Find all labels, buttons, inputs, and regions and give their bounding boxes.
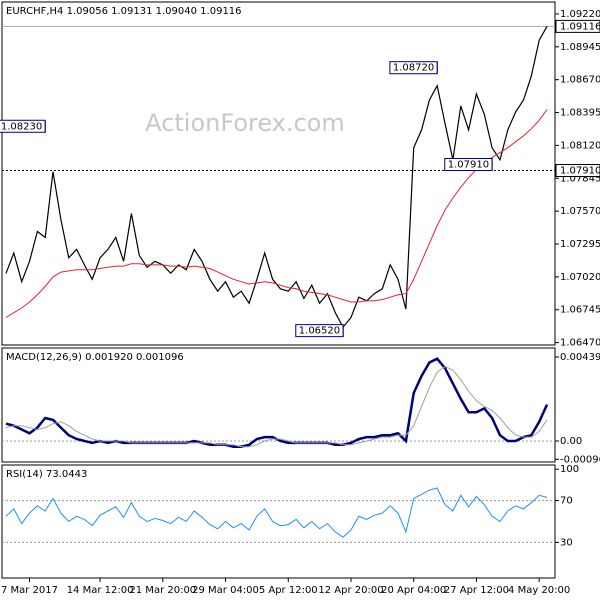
series-line — [5, 26, 548, 329]
y-tick-label: 1.06745 — [560, 305, 600, 316]
y-tick-label: 1.06470 — [560, 338, 600, 349]
annotation-label: 1.06520 — [299, 326, 340, 337]
price-label: 1.07910 — [560, 166, 600, 177]
x-tick-label: 21 Mar 20:00 — [129, 585, 196, 596]
panel-frame — [1, 464, 556, 579]
y-tick-label: 1.07845 — [560, 173, 600, 184]
y-tick-label: 1.08670 — [560, 75, 600, 86]
watermark: ActionForex.com — [145, 109, 345, 137]
annotation-label: 1.07910 — [448, 160, 489, 171]
panel-frame — [1, 1, 556, 346]
x-tick-label: 12 Apr 20:00 — [318, 585, 383, 596]
series-line — [5, 487, 548, 538]
panel-title: EURCHF,H4 1.09056 1.09131 1.09040 1.0911… — [6, 6, 242, 17]
panel-frame — [1, 347, 556, 463]
x-tick-label: 20 Apr 04:00 — [381, 585, 446, 596]
series-line — [5, 357, 549, 448]
annotation-label: 1.08230 — [1, 121, 42, 132]
y-tick-label: 1.07570 — [560, 206, 600, 217]
y-tick-label: 70 — [560, 496, 573, 507]
y-tick-label: -0.000961 — [560, 454, 600, 465]
x-tick-label: 7 Mar 2017 — [1, 585, 58, 596]
y-tick-label: 30 — [560, 537, 573, 548]
y-tick-label: 1.09220 — [560, 9, 600, 20]
price-label-box — [555, 164, 600, 178]
y-tick-label: 1.08945 — [560, 42, 600, 53]
panel-title: MACD(12,26,9) 0.001920 0.001096 — [6, 352, 184, 363]
y-tick-label: 1.07295 — [560, 239, 600, 250]
x-tick-label: 29 Mar 04:00 — [192, 585, 259, 596]
y-tick-label: 0.00 — [560, 436, 582, 447]
series-line — [5, 365, 548, 448]
y-tick-label: 1.08120 — [560, 140, 600, 151]
price-label-box — [555, 19, 600, 33]
x-tick-label: 27 Apr 12:00 — [444, 585, 509, 596]
y-tick-label: 0.004391 — [560, 352, 600, 363]
x-tick-label: 4 May 20:00 — [508, 585, 570, 596]
price-label: 1.09116 — [560, 21, 600, 32]
x-tick-label: 14 Mar 12:00 — [67, 585, 134, 596]
y-tick-label: 1.08395 — [560, 108, 600, 119]
x-tick-label: 5 Apr 12:00 — [259, 585, 318, 596]
panel-title: RSI(14) 73.0443 — [6, 469, 87, 480]
y-tick-label: 100 — [560, 464, 579, 475]
y-tick-label: 1.07020 — [560, 272, 600, 283]
series-line — [5, 109, 548, 318]
annotation-label: 1.08720 — [393, 63, 434, 74]
